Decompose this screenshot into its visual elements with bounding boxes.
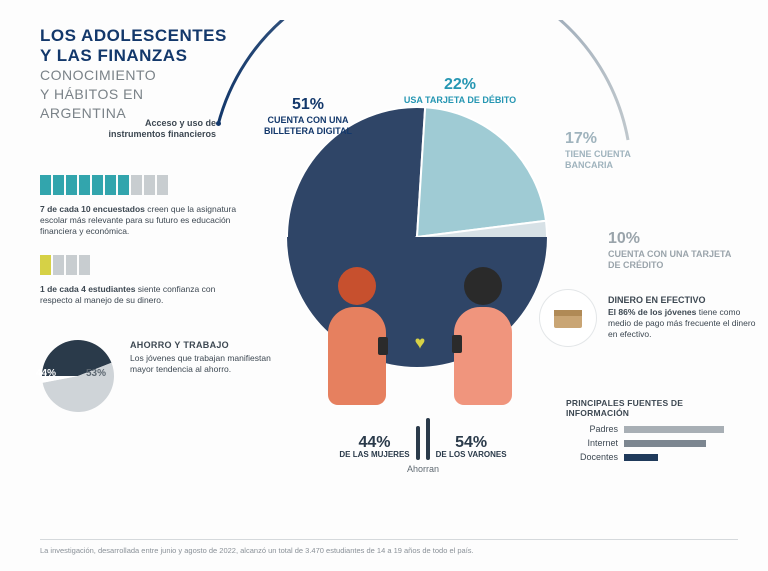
savings-men: 54% DE LOS VARONES: [436, 435, 507, 460]
person-icon: [53, 175, 64, 195]
stat-credito-label: CUENTA CON UNA TARJETA DE CRÉDITO: [608, 249, 731, 269]
person-icon: [66, 175, 77, 195]
person-icon: [144, 175, 155, 195]
person-icon: [53, 255, 64, 275]
person-icon: [131, 175, 142, 195]
person-icon: [79, 255, 90, 275]
phone-icon: [452, 335, 462, 353]
info-sources: PRINCIPALES FUENTES DE INFORMACIÓN Padre…: [566, 398, 746, 466]
person-icon: [157, 175, 168, 195]
man-head: [464, 267, 502, 305]
sources-title: PRINCIPALES FUENTES DE INFORMACIÓN: [566, 398, 746, 418]
stat-debito: 22% USA TARJETA DE DÉBITO: [400, 76, 520, 106]
savings-men-label: DE LOS VARONES: [436, 451, 507, 460]
fact-7-of-10: 7 de cada 10 encuestados creen que la as…: [40, 175, 240, 237]
stat-credito-pct: 10%: [608, 230, 738, 248]
ahorro-block: AHORRO Y TRABAJO Los jóvenes que trabaja…: [130, 340, 280, 375]
woman-head: [338, 267, 376, 305]
person-man: [454, 267, 512, 405]
cash-circle-icon: [540, 290, 596, 346]
fact2-people-icons: [40, 255, 240, 280]
cash-title: DINERO EN EFECTIVO: [608, 295, 758, 305]
source-bar: [624, 426, 724, 433]
woman-torso: [328, 307, 386, 405]
heart-icon: ♥: [415, 333, 426, 354]
fact1-people-icons: [40, 175, 240, 200]
cash-block: DINERO EN EFECTIVO El 86% de los jóvenes…: [608, 295, 758, 340]
person-icon: [105, 175, 116, 195]
person-icon: [66, 255, 77, 275]
stat-billetera-pct: 51%: [248, 96, 368, 114]
fact2-text: 1 de cada 4 estudiantes siente confianza…: [40, 284, 240, 306]
stat-billetera-label: CUENTA CON UNA BILLETERA DIGITAL: [264, 115, 352, 135]
stat-bancaria: 17% TIENE CUENTA BANCARIA: [565, 130, 675, 170]
savings-women-label: DE LAS MUJERES: [339, 451, 409, 460]
savings-caption: Ahorran: [338, 464, 508, 474]
source-row: Padres: [566, 424, 746, 434]
source-row: Internet: [566, 438, 746, 448]
stat-debito-pct: 22%: [400, 76, 520, 94]
stat-billetera: 51% CUENTA CON UNA BILLETERA DIGITAL: [248, 96, 368, 136]
source-bar: [624, 440, 706, 447]
source-row: Docentes: [566, 452, 746, 462]
savings-women-pct: 44%: [358, 435, 390, 451]
ahorro-text: Los jóvenes que trabajan manifiestan may…: [130, 353, 280, 375]
cash-text: El 86% de los jóvenes tiene como medio d…: [608, 307, 758, 340]
person-icon: [40, 255, 51, 275]
person-icon: [40, 175, 51, 195]
person-icon: [79, 175, 90, 195]
person-icon: [92, 175, 103, 195]
savings-by-gender: 44% DE LAS MUJERES 54% DE LOS VARONES Ah…: [338, 400, 508, 474]
savings-men-pct: 54%: [455, 435, 487, 451]
stat-bancaria-label: TIENE CUENTA BANCARIA: [565, 149, 631, 169]
footnote: La investigación, desarrollada entre jun…: [40, 539, 738, 555]
small-pie-pct-53: 53%: [86, 368, 106, 379]
man-torso: [454, 307, 512, 405]
phone-icon: [378, 337, 388, 355]
arc-start-dot: [216, 121, 221, 126]
source-name: Padres: [566, 424, 618, 434]
stat-debito-label: USA TARJETA DE DÉBITO: [404, 95, 516, 105]
stat-credito: 10% CUENTA CON UNA TARJETA DE CRÉDITO: [608, 230, 738, 270]
fact1-bold: 7 de cada 10 encuestados: [40, 204, 145, 214]
stat-bancaria-pct: 17%: [565, 130, 675, 148]
fact1-text: 7 de cada 10 encuestados creen que la as…: [40, 204, 240, 237]
source-name: Docentes: [566, 452, 618, 462]
access-label: Acceso y uso de instrumentos financieros: [106, 118, 216, 140]
cash-bold: El 86% de los jóvenes: [608, 307, 696, 317]
people-illustration: ♥: [310, 185, 530, 405]
savings-bar-women: [416, 426, 420, 460]
small-pie-pct-44: 44%: [36, 368, 56, 379]
wallet-icon: [540, 290, 596, 346]
savings-women: 44% DE LAS MUJERES: [339, 435, 409, 460]
savings-bar-men: [426, 418, 430, 460]
source-name: Internet: [566, 438, 618, 448]
person-icon: [118, 175, 129, 195]
source-bar: [624, 454, 658, 461]
fact-1-of-4: 1 de cada 4 estudiantes siente confianza…: [40, 255, 240, 306]
person-woman: [328, 267, 386, 405]
fact2-bold: 1 de cada 4 estudiantes: [40, 284, 135, 294]
ahorro-title: AHORRO Y TRABAJO: [130, 340, 280, 350]
